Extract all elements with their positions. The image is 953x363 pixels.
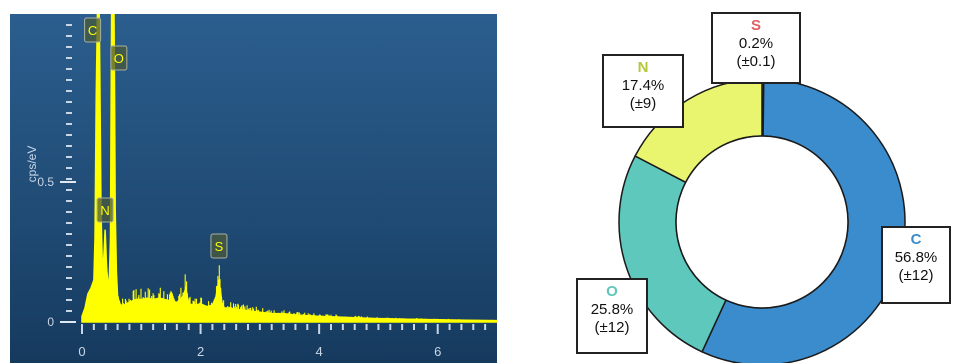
donut-hole — [675, 135, 849, 309]
callout-s: S 0.2% (±0.1) — [711, 12, 801, 84]
peak-label-n: N — [100, 203, 109, 218]
peak-label-box-n — [96, 197, 114, 223]
x-tick-label: 2 — [197, 344, 204, 359]
y-tick-label: 0 — [47, 315, 54, 329]
y-tick-label: 0.5 — [37, 175, 54, 189]
callout-s-error: (±0.1) — [736, 53, 776, 70]
callout-n: N 17.4% (±9) — [602, 54, 684, 128]
composition-donut-panel: S 0.2% (±0.1) N 17.4% (±9) C 56.8% (±12)… — [570, 0, 953, 363]
peak-label-c: C — [88, 23, 97, 38]
callout-s-value: 0.2% — [738, 35, 774, 52]
eds-spectrum-panel: 0 0.5 cps/eV 0 2 4 6 C N O S — [10, 14, 497, 363]
callout-s-symbol: S — [750, 17, 761, 34]
callout-c-error: (±12) — [898, 267, 934, 284]
callout-o-error: (±12) — [594, 319, 630, 336]
callout-c-symbol: C — [910, 231, 922, 248]
callout-o: O 25.8% (±12) — [576, 278, 648, 354]
callout-n-error: (±9) — [629, 95, 657, 112]
callout-o-value: 25.8% — [590, 301, 634, 318]
callout-c: C 56.8% (±12) — [881, 226, 951, 304]
peak-label-s: S — [215, 239, 224, 254]
peak-label-box-s — [210, 233, 228, 259]
peak-label-box-o — [110, 45, 128, 71]
peak-label-box-c — [84, 17, 102, 43]
x-tick-label: 4 — [316, 344, 323, 359]
callout-n-value: 17.4% — [621, 77, 665, 94]
spectrum-noise — [117, 265, 497, 322]
callout-n-symbol: N — [637, 59, 649, 76]
y-axis-label: cps/eV — [25, 146, 39, 183]
peak-label-o: O — [114, 51, 124, 66]
callout-c-value: 56.8% — [894, 249, 938, 266]
callout-o-symbol: O — [606, 283, 618, 300]
x-tick-label: 6 — [434, 344, 441, 359]
x-tick-label: 0 — [78, 344, 85, 359]
composition-donut-chart — [618, 78, 906, 363]
